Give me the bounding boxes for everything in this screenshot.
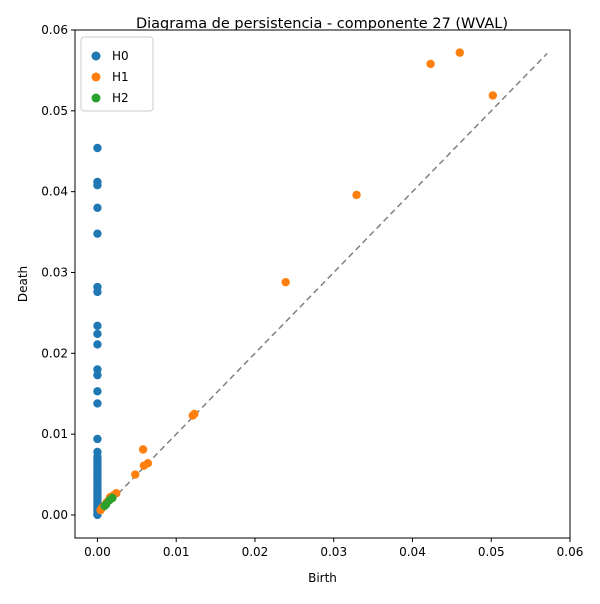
h0-point [93,229,102,238]
points-group [93,48,498,520]
diagonal-line [96,52,548,516]
h0-point [93,387,102,396]
y-tick-label: 0.04 [41,185,68,199]
legend-label-h1: H1 [112,70,129,84]
x-axis: 0.00 0.01 0.02 0.03 0.04 0.05 0.06 [84,538,583,559]
h1-point [281,277,290,287]
h1-point [190,409,199,419]
h0-point [93,203,102,213]
diagonal-line-group [96,52,548,516]
legend-label-h0: H0 [112,49,129,63]
legend-marker-h2 [91,93,101,103]
h0-point [93,329,102,339]
h1-point [131,470,140,479]
h0-point [93,287,102,297]
h1-point [138,445,148,454]
legend-marker-h1 [91,72,101,82]
h1-point [455,48,464,57]
h1-point [488,91,498,100]
h0-point [93,180,102,190]
y-tick-label: 0.03 [41,265,68,279]
y-tick-label: 0.00 [41,508,68,522]
x-tick-label: 0.04 [399,545,426,559]
h1-point [352,190,361,200]
y-tick-label: 0.02 [41,346,68,360]
h0-point [93,340,102,349]
plot-frame [74,29,571,539]
chart-title: Diagrama de persistencia - componente 27… [136,16,508,32]
h0-point [93,434,102,444]
legend-marker-h0 [91,51,101,61]
y-tick-label: 0.06 [41,23,68,37]
h0-point [93,143,102,153]
x-tick-label: 0.00 [84,545,111,559]
h2-point [100,501,109,511]
y-axis-label: Death [16,266,30,302]
h1-point [139,461,149,470]
h0-point [93,399,102,408]
y-tick-label: 0.01 [41,427,68,441]
h1-point [426,59,435,69]
h0-point [93,370,102,380]
x-tick-label: 0.01 [163,545,190,559]
x-tick-label: 0.05 [478,545,505,559]
legend: H0 H1 H2 [80,36,154,112]
y-axis: 0.00 0.01 0.02 0.03 0.04 0.05 0.06 [41,23,75,522]
legend-label-h2: H2 [112,91,129,105]
y-tick-label: 0.05 [41,104,68,118]
x-tick-label: 0.03 [320,545,347,559]
h0-point [93,321,102,331]
x-tick-label: 0.06 [557,545,584,559]
x-tick-label: 0.02 [242,545,269,559]
x-axis-label: Birth [308,571,337,585]
